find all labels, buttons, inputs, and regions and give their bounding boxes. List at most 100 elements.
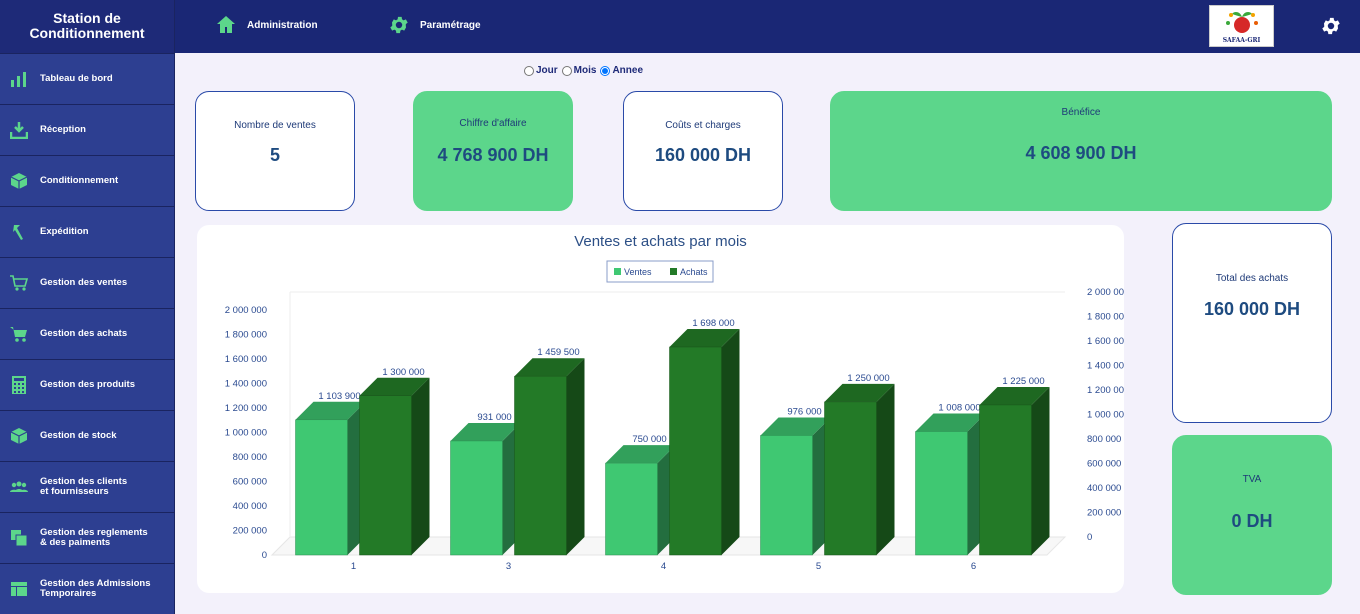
y-tick-right: 1 400 000 bbox=[1087, 361, 1124, 372]
bar-top-achats bbox=[979, 386, 1050, 405]
card-couts-charges: Coûts et charges 160 000 DH bbox=[623, 91, 783, 211]
calculator-icon bbox=[9, 375, 29, 395]
x-tick-label: 1 bbox=[351, 561, 356, 572]
bar-achats bbox=[514, 375, 567, 556]
box-icon bbox=[9, 171, 29, 191]
card-nombre-ventes: Nombre de ventes 5 bbox=[195, 91, 355, 211]
admin-link[interactable]: Administration bbox=[215, 14, 318, 36]
y-tick-left: 1 000 000 bbox=[225, 428, 267, 439]
y-tick-left: 600 000 bbox=[233, 477, 267, 488]
bar-top-ventes bbox=[295, 401, 366, 420]
bar-value-label: 931 000 bbox=[477, 412, 511, 423]
y-tick-left: 800 000 bbox=[233, 452, 267, 463]
legend-label-achats: Achats bbox=[680, 267, 708, 277]
logo-fruit-icon bbox=[1225, 12, 1258, 33]
sidebar-item-conditionnement[interactable]: Conditionnement bbox=[0, 155, 174, 206]
bar-value-label: 1 250 000 bbox=[847, 373, 889, 384]
card-value: 0 DH bbox=[1231, 511, 1273, 531]
sidebar-item-ventes[interactable]: Gestion des ventes bbox=[0, 257, 174, 308]
chart-legend bbox=[606, 260, 714, 283]
card-title: Total des achats bbox=[1215, 273, 1289, 284]
period-option-mois[interactable]: Mois bbox=[561, 65, 597, 76]
bar-top-achats bbox=[359, 377, 430, 396]
sidebar-item-label: Expédition bbox=[40, 226, 89, 237]
bar-achats bbox=[824, 401, 877, 556]
home-icon bbox=[215, 14, 237, 36]
y-tick-right: 600 000 bbox=[1087, 459, 1121, 470]
settings-link-label: Paramétrage bbox=[420, 19, 481, 31]
period-option-jour[interactable]: Jour bbox=[524, 65, 558, 76]
sidebar-item-clients[interactable]: Gestion des clients et fournisseurs bbox=[0, 461, 174, 512]
y-tick-right: 1 800 000 bbox=[1087, 312, 1124, 323]
sidebar-item-expedition[interactable]: Expédition bbox=[0, 206, 174, 257]
bar-value-label: 976 000 bbox=[787, 406, 821, 417]
bar-achats bbox=[359, 395, 412, 556]
sidebar-item-label: Gestion des reglements & des paiments bbox=[40, 527, 148, 548]
settings-link[interactable]: Paramétrage bbox=[388, 14, 481, 36]
sidebar-item-label: Gestion des Admissions Temporaires bbox=[40, 578, 151, 599]
bar-value-label: 750 000 bbox=[632, 434, 666, 445]
y-tick-right: 1 000 000 bbox=[1087, 410, 1124, 421]
y-tick-left: 1 600 000 bbox=[225, 354, 267, 365]
sidebar: Station de Conditionnement Tableau de bo… bbox=[0, 0, 175, 614]
period-label-annee: Annee bbox=[612, 65, 644, 76]
sidebar-item-reception[interactable]: Réception bbox=[0, 104, 174, 155]
period-label-jour: Jour bbox=[536, 65, 558, 76]
card-title: Nombre de ventes bbox=[234, 120, 316, 131]
sidebar-item-label: Conditionnement bbox=[40, 175, 119, 186]
arrow-up-left-icon bbox=[9, 222, 29, 242]
settings-gear-icon[interactable] bbox=[1320, 15, 1342, 37]
legend-label-ventes: Ventes bbox=[624, 267, 652, 277]
cart-plus-icon bbox=[9, 324, 29, 344]
bar-ventes bbox=[915, 431, 968, 556]
card-chiffre-affaire: Chiffre d'affaire 4 768 900 DH bbox=[413, 91, 573, 211]
sidebar-item-admissions[interactable]: Gestion des Admissions Temporaires bbox=[0, 563, 174, 614]
brand-title: Station de Conditionnement bbox=[0, 0, 174, 53]
brand-line-1: Station de bbox=[53, 10, 121, 26]
y-tick-right: 1 200 000 bbox=[1087, 385, 1124, 396]
y-tick-left: 1 400 000 bbox=[225, 379, 267, 390]
y-tick-right: 1 600 000 bbox=[1087, 336, 1124, 347]
bar-achats bbox=[979, 404, 1032, 556]
sidebar-item-produits[interactable]: Gestion des produits bbox=[0, 359, 174, 410]
card-title: Bénéfice bbox=[1061, 107, 1101, 118]
y-tick-left: 200 000 bbox=[233, 526, 267, 537]
period-radio-jour[interactable] bbox=[524, 65, 534, 76]
period-label-mois: Mois bbox=[573, 65, 597, 76]
x-tick-label: 5 bbox=[816, 561, 821, 572]
legend-swatch-ventes bbox=[614, 268, 621, 275]
brand-line-2: Conditionnement bbox=[29, 25, 145, 41]
sales-purchases-chart: Ventes et achats par mois 0 0 200 000 200 0… bbox=[197, 225, 1124, 593]
sidebar-item-achats[interactable]: Gestion des achats bbox=[0, 308, 174, 359]
bar-side-achats bbox=[566, 358, 585, 555]
period-option-annee[interactable]: Annee bbox=[600, 65, 643, 76]
sidebar-item-stock[interactable]: Gestion de stock bbox=[0, 410, 174, 461]
bar-top-ventes bbox=[915, 413, 986, 432]
card-value: 4 768 900 DH bbox=[437, 145, 549, 165]
sidebar-item-dashboard[interactable]: Tableau de bord bbox=[0, 53, 174, 104]
bar-side-achats bbox=[411, 377, 430, 555]
logo-text: SAFAA-GRI bbox=[1222, 37, 1261, 44]
card-title: Chiffre d'affaire bbox=[459, 118, 527, 129]
sidebar-item-label: Gestion des achats bbox=[40, 328, 128, 339]
period-radio-mois[interactable] bbox=[561, 65, 572, 76]
y-tick-left: 400 000 bbox=[233, 501, 267, 512]
y-tick-right: 2 000 000 bbox=[1087, 287, 1124, 298]
bar-side-achats bbox=[876, 383, 895, 555]
x-tick-label: 4 bbox=[661, 561, 666, 572]
company-logo: SAFAA-GRI bbox=[1209, 5, 1274, 47]
period-selector: Jour Mois Annee bbox=[524, 65, 647, 76]
sidebar-item-reglements[interactable]: Gestion des reglements & des paiments bbox=[0, 512, 174, 563]
period-radio-annee[interactable] bbox=[600, 65, 611, 76]
sidebar-item-label: Gestion des clients et fournisseurs bbox=[40, 476, 128, 497]
card-value: 4 608 900 DH bbox=[1025, 143, 1137, 163]
sidebar-item-label: Gestion des ventes bbox=[40, 277, 128, 288]
y-tick-right: 200 000 bbox=[1087, 508, 1121, 519]
bar-ventes bbox=[295, 419, 348, 556]
y-tick-left: 1 200 000 bbox=[225, 403, 267, 414]
sidebar-item-label: Gestion de stock bbox=[40, 430, 117, 441]
chart-title: Ventes et achats par mois bbox=[574, 233, 747, 250]
card-benefice: Bénéfice 4 608 900 DH bbox=[830, 91, 1332, 211]
sidebar-item-label: Réception bbox=[40, 124, 86, 135]
bar-top-achats bbox=[514, 358, 585, 377]
